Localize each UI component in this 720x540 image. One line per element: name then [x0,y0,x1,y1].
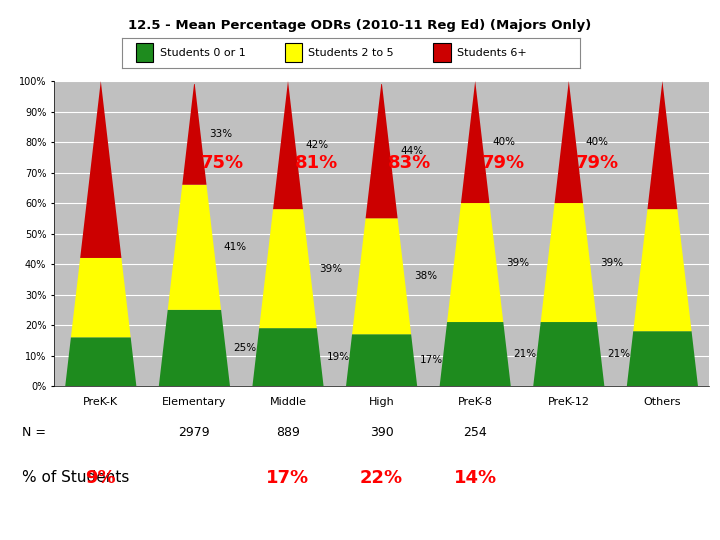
Text: Others: Others [644,397,681,407]
Text: 83%: 83% [388,154,431,172]
Polygon shape [71,258,130,338]
Polygon shape [541,203,597,322]
Text: High: High [369,397,395,407]
Text: 12.5 - Mean Percentage ODRs (2010-11 Reg Ed) (Majors Only): 12.5 - Mean Percentage ODRs (2010-11 Reg… [128,19,592,32]
Polygon shape [447,203,503,322]
Polygon shape [182,84,207,185]
Text: 39%: 39% [600,258,623,267]
Text: 390: 390 [370,426,393,438]
FancyBboxPatch shape [136,43,153,62]
Polygon shape [66,338,136,386]
Polygon shape [534,322,604,386]
Polygon shape [80,81,122,258]
Text: 9%: 9% [86,469,116,487]
Text: 41%: 41% [224,242,247,252]
FancyBboxPatch shape [284,43,302,62]
Text: N =: N = [22,426,45,438]
Polygon shape [259,209,317,328]
Polygon shape [366,84,397,218]
Text: 14%: 14% [454,469,497,487]
Polygon shape [647,81,678,209]
Text: PreK-K: PreK-K [84,397,118,407]
FancyBboxPatch shape [433,43,451,62]
Text: 2979: 2979 [179,426,210,438]
Polygon shape [346,334,417,386]
Text: Middle: Middle [269,397,307,407]
Text: Students 2 to 5: Students 2 to 5 [308,48,394,58]
Text: PreK-12: PreK-12 [548,397,590,407]
Polygon shape [159,310,230,386]
Text: 40%: 40% [586,137,609,147]
Text: 42%: 42% [306,140,329,150]
Polygon shape [554,81,583,203]
Text: 81%: 81% [294,154,338,172]
Text: Students 6+: Students 6+ [457,48,527,58]
Text: 21%: 21% [513,349,536,359]
Text: 22%: 22% [360,469,403,487]
Polygon shape [440,322,510,386]
Polygon shape [273,81,303,209]
Polygon shape [253,328,323,386]
Text: PreK-8: PreK-8 [458,397,492,407]
Text: 254: 254 [464,426,487,438]
Text: 19%: 19% [326,352,349,362]
Text: 17%: 17% [266,469,310,487]
Text: 40%: 40% [492,137,516,147]
Text: 25%: 25% [233,343,256,353]
Text: 38%: 38% [414,271,437,281]
Polygon shape [168,185,221,310]
Text: 44%: 44% [400,146,423,156]
Text: % of Students: % of Students [22,470,129,485]
Text: Elementary: Elementary [162,397,227,407]
Text: 39%: 39% [320,264,343,274]
Text: 33%: 33% [210,130,233,139]
Polygon shape [352,218,411,334]
Text: Students 0 or 1: Students 0 or 1 [160,48,246,58]
Polygon shape [633,209,692,331]
Polygon shape [627,331,698,386]
Text: 21%: 21% [607,349,630,359]
Text: 39%: 39% [506,258,529,267]
Text: 889: 889 [276,426,300,438]
Text: 75%: 75% [201,154,244,172]
Text: 79%: 79% [575,154,618,172]
Polygon shape [461,81,490,203]
Text: 79%: 79% [482,154,525,172]
Text: 17%: 17% [420,355,443,365]
